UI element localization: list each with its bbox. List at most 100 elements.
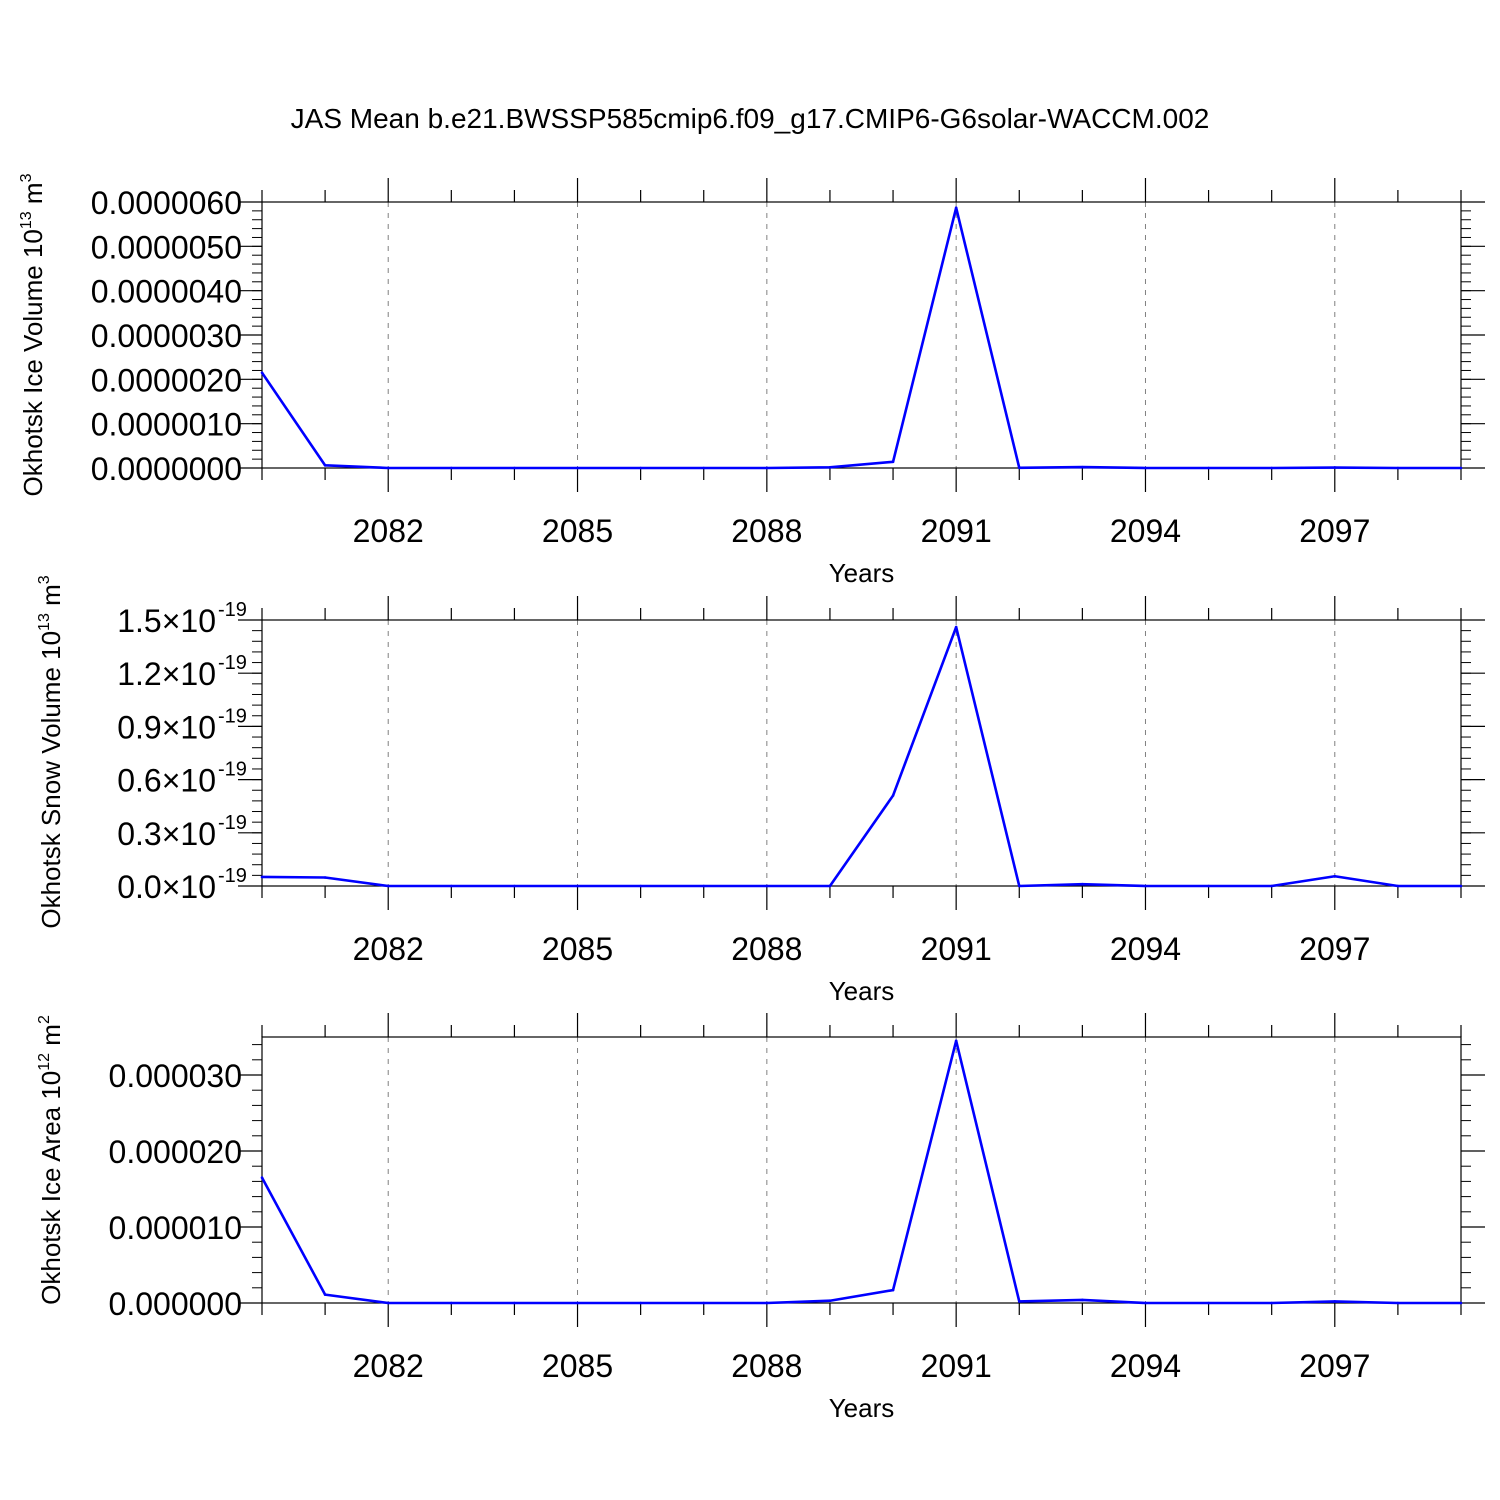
data-point [639, 884, 642, 888]
y-tick-times: × [162, 763, 181, 799]
data-point [1459, 1301, 1463, 1305]
x-tick-label: 2082 [353, 1348, 424, 1384]
data-point [1270, 1301, 1273, 1305]
data-point [1207, 1301, 1210, 1305]
data-point [891, 460, 895, 464]
plot-frame [261, 1036, 1462, 1304]
data-point [1081, 1298, 1084, 1302]
y-axis-title-exponent: 13 [36, 613, 53, 631]
data-point [1017, 1300, 1021, 1303]
y-tick-label: 0.0000000 [91, 451, 242, 487]
y-tick-label: 0.000000 [109, 1286, 242, 1322]
data-point [260, 875, 264, 879]
y-tick-label: 0.0000010 [91, 407, 242, 443]
y-tick-label: 0.000030 [109, 1058, 242, 1094]
y-tick-exponent: -19 [218, 812, 247, 834]
data-point [639, 466, 642, 470]
data-point [450, 466, 453, 470]
x-axis-title: Years [829, 976, 895, 1006]
y-tick-exponent: -19 [218, 652, 247, 674]
x-tick-label: 2088 [731, 1348, 802, 1384]
data-point [702, 884, 706, 888]
y-tick-label: 1.5×10 [117, 603, 216, 639]
data-point [1396, 884, 1400, 888]
y-tick-label: 1.2×10 [117, 656, 216, 692]
y-axis-title-unit-exponent: 3 [36, 575, 53, 584]
data-point [1144, 466, 1147, 470]
data-point [1081, 465, 1084, 469]
data-point [1144, 1301, 1147, 1305]
y-tick-label: 0.3×10 [117, 816, 216, 852]
x-tick-label: 2094 [1110, 1348, 1181, 1384]
x-tick-label: 2082 [353, 931, 424, 967]
y-axis-title-unit: m [36, 584, 66, 613]
data-point [1144, 884, 1147, 888]
x-tick-label: 2097 [1299, 1348, 1370, 1384]
data-point [639, 1301, 642, 1305]
y-tick-mantissa: 1.5 [117, 603, 161, 639]
y-axis-title-unit: m [18, 182, 48, 211]
y-tick-times: × [162, 869, 181, 905]
data-point [765, 1301, 769, 1305]
x-tick-label: 2088 [731, 931, 802, 967]
x-tick-label: 2091 [921, 931, 992, 967]
data-point [1081, 882, 1084, 886]
data-point [954, 206, 958, 210]
y-tick-base: 10 [180, 816, 216, 852]
plot-frame [261, 619, 1462, 887]
x-tick-label: 2085 [542, 513, 613, 549]
y-tick-exponent: -19 [218, 705, 247, 727]
y-axis-title-exponent: 13 [18, 211, 35, 229]
data-point [1207, 466, 1210, 470]
y-tick-label: 0.0000060 [91, 185, 242, 221]
data-point [323, 876, 327, 879]
data-point [1459, 884, 1463, 888]
data-point [1396, 1301, 1400, 1305]
panel-1: 2082 2085 2088 2091 2094 2097 Years 0.0000000 0.… [18, 173, 1485, 588]
y-tick-mantissa: 1.2 [117, 656, 161, 692]
data-point [765, 466, 769, 470]
data-point [260, 371, 264, 374]
y-tick-label: 0.9×10 [117, 709, 216, 745]
data-point [702, 466, 706, 470]
data-point [891, 794, 895, 797]
y-axis-title: Okhotsk Ice Area 1012 m2 [36, 1015, 66, 1305]
y-tick-label: 0.0000040 [91, 274, 242, 310]
data-point [1333, 466, 1337, 469]
data-point [1017, 466, 1021, 470]
y-axis-title-text: Okhotsk Snow Volume 10 [36, 631, 66, 929]
x-tick-label: 2088 [731, 513, 802, 549]
y-axis-title-exponent: 12 [36, 1053, 53, 1071]
data-point [576, 884, 579, 888]
y-axis-title: Okhotsk Ice Volume 1013 m3 [18, 173, 48, 496]
data-point [1333, 874, 1337, 878]
y-axis-title: Okhotsk Snow Volume 1013 m3 [36, 575, 66, 928]
data-point [260, 1176, 264, 1179]
data-point [954, 625, 958, 629]
x-tick-label: 2091 [921, 513, 992, 549]
data-point [1270, 466, 1273, 470]
data-point [576, 466, 579, 470]
data-point [513, 466, 516, 470]
y-tick-base: 10 [180, 763, 216, 799]
y-axis-title-unit-exponent: 2 [36, 1015, 53, 1024]
data-point [323, 1293, 327, 1296]
data-point [1270, 884, 1273, 888]
y-tick-label: 0.0×10 [117, 869, 216, 905]
y-tick-base: 10 [180, 709, 216, 745]
x-tick-label: 2091 [921, 1348, 992, 1384]
y-tick-label: 0.000020 [109, 1134, 242, 1170]
x-axis-title: Years [829, 558, 895, 588]
y-tick-label: 0.0000050 [91, 229, 242, 265]
y-tick-times: × [162, 603, 181, 639]
data-point [323, 464, 327, 467]
y-tick-times: × [162, 709, 181, 745]
x-tick-label: 2094 [1110, 513, 1181, 549]
x-tick-label: 2085 [542, 1348, 613, 1384]
data-point [576, 1301, 579, 1305]
y-tick-base: 10 [180, 603, 216, 639]
x-tick-label: 2097 [1299, 513, 1370, 549]
data-point [828, 1299, 832, 1303]
data-point [828, 466, 832, 469]
